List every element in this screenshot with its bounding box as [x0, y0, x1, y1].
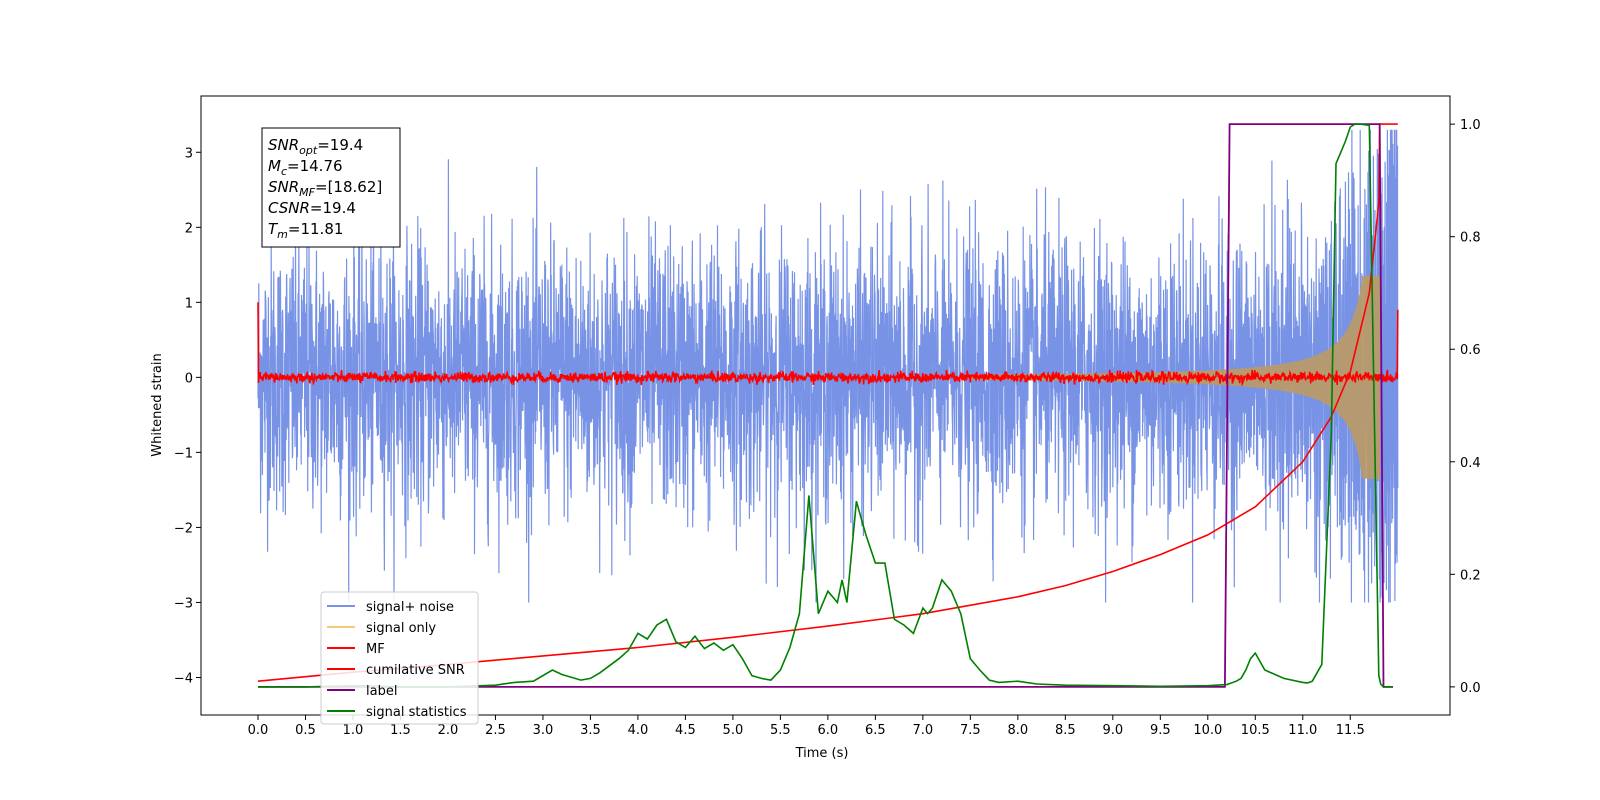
- x-tick-label: 1.5: [390, 723, 411, 738]
- y-tick-label-left: 2: [185, 221, 193, 236]
- y-tick-label-left: −2: [174, 521, 193, 536]
- legend-label: signal only: [366, 621, 436, 636]
- annotation-line: SNRopt=19.4: [268, 136, 363, 157]
- x-tick-label: 4.0: [628, 723, 649, 738]
- annotation-line: Tm=11.81: [268, 220, 343, 241]
- annotation-frame: [261, 127, 401, 248]
- x-tick-label: 8.5: [1055, 723, 1076, 738]
- y-tick-label-left: −4: [174, 671, 193, 686]
- legend: signal+ noise signal only MF cumilative SNR…: [320, 591, 479, 725]
- y-axis-label: Whitened strain: [150, 353, 165, 456]
- x-tick-label: 3.0: [533, 723, 554, 738]
- x-tick-label: 4.5: [675, 723, 696, 738]
- legend-label: label: [366, 684, 397, 699]
- y-axis-left: −4 −3 −2 −1 0 1 2 3: [174, 146, 201, 686]
- y-tick-label-right: 0.6: [1460, 343, 1481, 358]
- legend-label: cumilative SNR: [366, 663, 465, 678]
- plot-frame: [200, 95, 1451, 716]
- x-tick-label: 1.0: [343, 723, 364, 738]
- y-tick-label-right: 0.4: [1460, 456, 1481, 471]
- x-axis-label: Time (s): [795, 746, 849, 761]
- y-tick-label-right: 0.2: [1460, 568, 1481, 583]
- series-cumulative-snr: [257, 123, 1398, 682]
- x-tick-label: 2.0: [438, 723, 459, 738]
- annotation-line: CSNR=19.4: [268, 199, 356, 217]
- y-axis-right: 0.0 0.2 0.4 0.6 0.8 1.0: [1450, 118, 1481, 696]
- y-tick-label-left: −1: [174, 446, 193, 461]
- annotation-box: SNRopt=19.4Mc=14.76SNRMF=[18.62]CSNR=19.…: [261, 127, 401, 248]
- x-tick-label: 9.5: [1150, 723, 1171, 738]
- x-tick-label: 5.5: [770, 723, 791, 738]
- x-tick-label: 0.5: [295, 723, 316, 738]
- y-tick-label-left: 0: [185, 371, 193, 386]
- x-tick-label: 2.5: [485, 723, 506, 738]
- series-signal-statistics: [258, 123, 1393, 688]
- x-tick-label: 6.0: [818, 723, 839, 738]
- x-tick-label: 10.0: [1193, 723, 1222, 738]
- x-tick-label: 10.5: [1241, 723, 1270, 738]
- x-tick-label: 6.5: [865, 723, 886, 738]
- plot-area: [200, 95, 1451, 716]
- y-tick-label-left: −3: [174, 596, 193, 611]
- y-tick-label-left: 1: [185, 296, 193, 311]
- y-tick-label-right: 1.0: [1460, 118, 1481, 133]
- x-tick-label: 11.5: [1336, 723, 1365, 738]
- x-tick-label: 8.0: [1007, 723, 1028, 738]
- annotation-line: Mc=14.76: [268, 157, 343, 178]
- x-tick-label: 3.5: [580, 723, 601, 738]
- series-layer: [257, 123, 1399, 688]
- x-tick-label: 11.0: [1288, 723, 1317, 738]
- legend-label: signal+ noise: [366, 600, 454, 615]
- legend-label: MF: [366, 642, 385, 657]
- x-tick-label: 7.5: [960, 723, 981, 738]
- x-tick-label: 5.0: [723, 723, 744, 738]
- y-tick-label-right: 0.8: [1460, 231, 1481, 246]
- x-tick-label: 0.0: [248, 723, 269, 738]
- series-mf: [257, 302, 1399, 387]
- x-tick-label: 9.0: [1102, 723, 1123, 738]
- annotation-line: SNRMF=[18.62]: [268, 178, 382, 199]
- y-tick-label-left: 3: [185, 146, 193, 161]
- legend-label: signal statistics: [366, 705, 467, 720]
- y-tick-label-right: 0.0: [1460, 681, 1481, 696]
- x-axis: 0.0 0.5 1.0 1.5 2.0 2.5 3.0 3.5 4.0 4.5 5.0 5.5 6.0 6…: [248, 715, 1365, 738]
- legend-frame: [320, 591, 479, 725]
- x-tick-label: 7.0: [913, 723, 934, 738]
